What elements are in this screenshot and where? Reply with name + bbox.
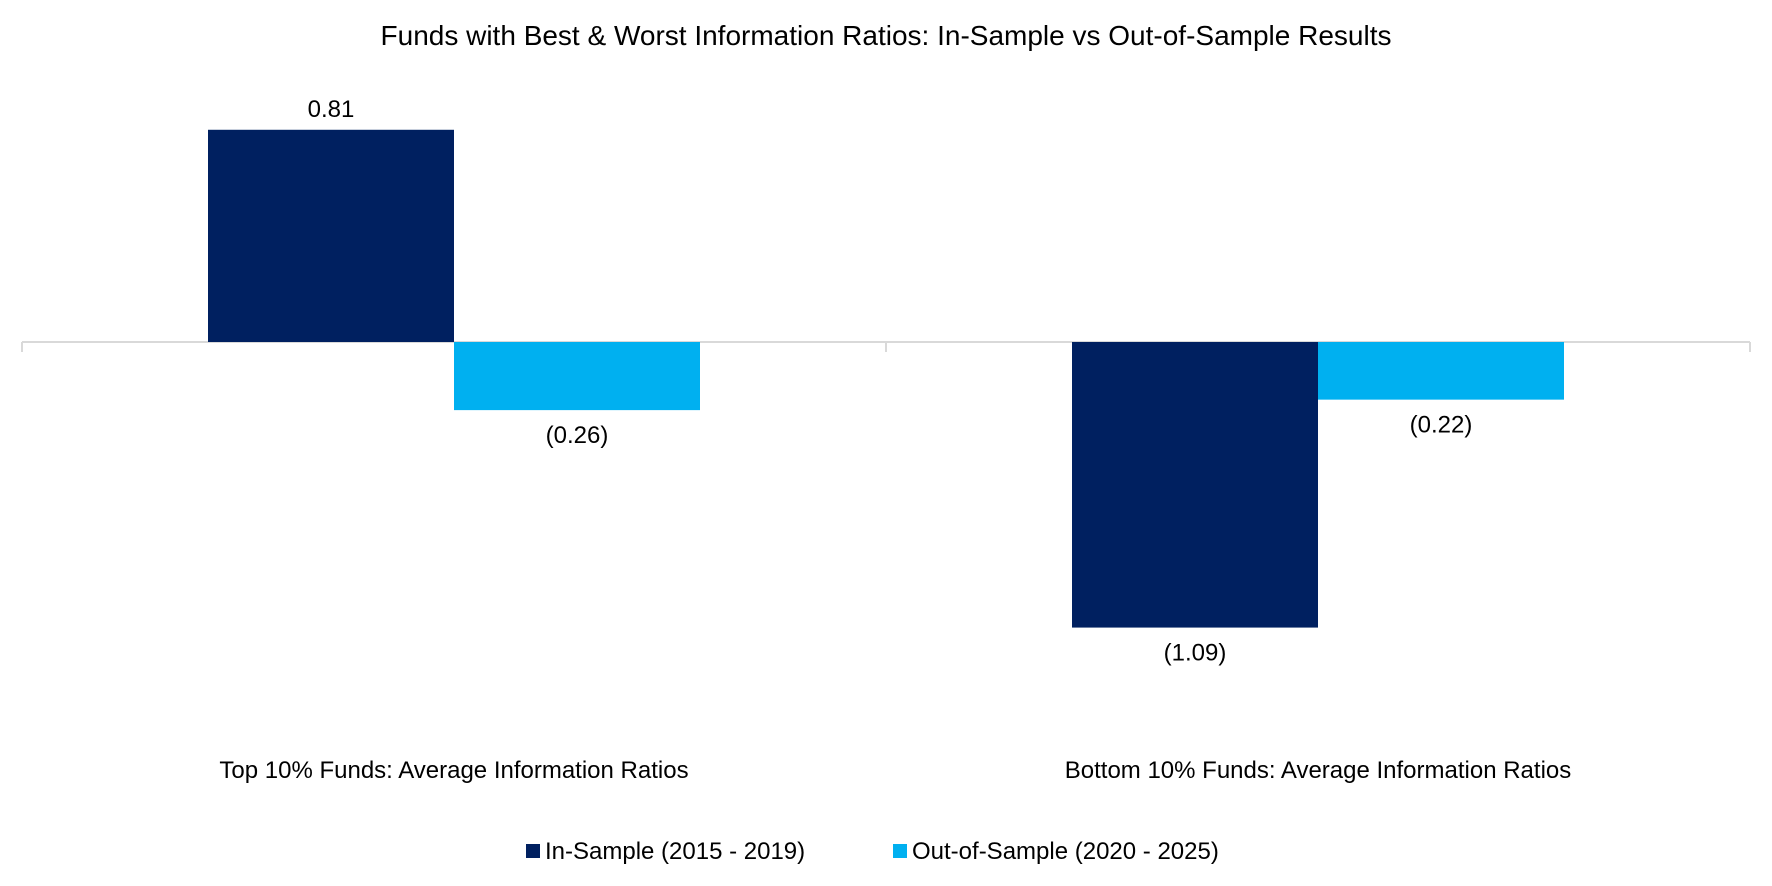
data-label: (0.22) xyxy=(1410,412,1473,439)
bar xyxy=(454,342,700,411)
legend-label: In-Sample (2015 - 2019) xyxy=(545,838,805,865)
category-label: Bottom 10% Funds: Average Information Ra… xyxy=(1065,757,1572,784)
legend: In-Sample (2015 - 2019) Out-of-Sample (20… xyxy=(526,838,1219,865)
bar xyxy=(1318,342,1564,400)
legend-label: Out-of-Sample (2020 - 2025) xyxy=(912,838,1219,865)
category-label: Top 10% Funds: Average Information Ratio… xyxy=(219,757,688,784)
data-label: 0.81 xyxy=(308,96,355,123)
data-label: (0.26) xyxy=(546,422,609,449)
data-label: (1.09) xyxy=(1164,640,1227,667)
plot-area: 0.81 (0.26) Top 10% Funds: Average Informa… xyxy=(21,96,1751,784)
bar xyxy=(208,129,454,342)
legend-swatch xyxy=(893,844,907,858)
legend-swatch xyxy=(526,844,540,858)
chart-title: Funds with Best & Worst Information Rati… xyxy=(381,20,1392,51)
bar xyxy=(1072,342,1318,628)
